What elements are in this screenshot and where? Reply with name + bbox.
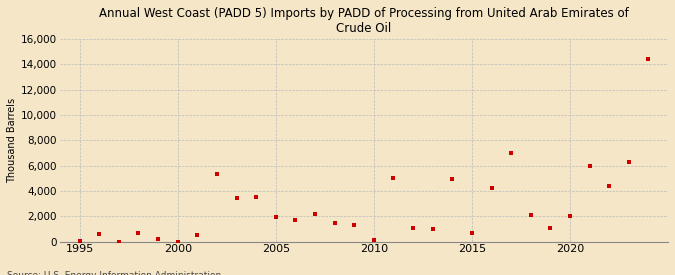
Point <box>545 226 556 230</box>
Point <box>564 214 575 218</box>
Point <box>153 237 163 241</box>
Point <box>133 230 144 235</box>
Point <box>74 239 85 243</box>
Point <box>94 232 105 236</box>
Point <box>349 223 360 227</box>
Point <box>604 184 615 188</box>
Text: Source: U.S. Energy Information Administration: Source: U.S. Energy Information Administ… <box>7 271 221 275</box>
Point <box>369 238 379 243</box>
Point <box>624 160 634 164</box>
Point <box>427 227 438 231</box>
Point <box>211 172 222 177</box>
Point <box>447 177 458 182</box>
Point <box>584 163 595 168</box>
Title: Annual West Coast (PADD 5) Imports by PADD of Processing from United Arab Emirat: Annual West Coast (PADD 5) Imports by PA… <box>99 7 629 35</box>
Point <box>486 186 497 191</box>
Point <box>250 195 261 199</box>
Point <box>643 57 654 61</box>
Point <box>506 151 516 155</box>
Point <box>310 211 321 216</box>
Point <box>231 196 242 201</box>
Point <box>113 239 124 244</box>
Point <box>525 213 536 217</box>
Point <box>466 230 477 235</box>
Y-axis label: Thousand Barrels: Thousand Barrels <box>7 98 17 183</box>
Point <box>290 218 301 222</box>
Point <box>192 233 202 237</box>
Point <box>271 215 281 220</box>
Point <box>172 239 183 244</box>
Point <box>388 176 399 180</box>
Point <box>329 220 340 225</box>
Point <box>408 226 418 230</box>
